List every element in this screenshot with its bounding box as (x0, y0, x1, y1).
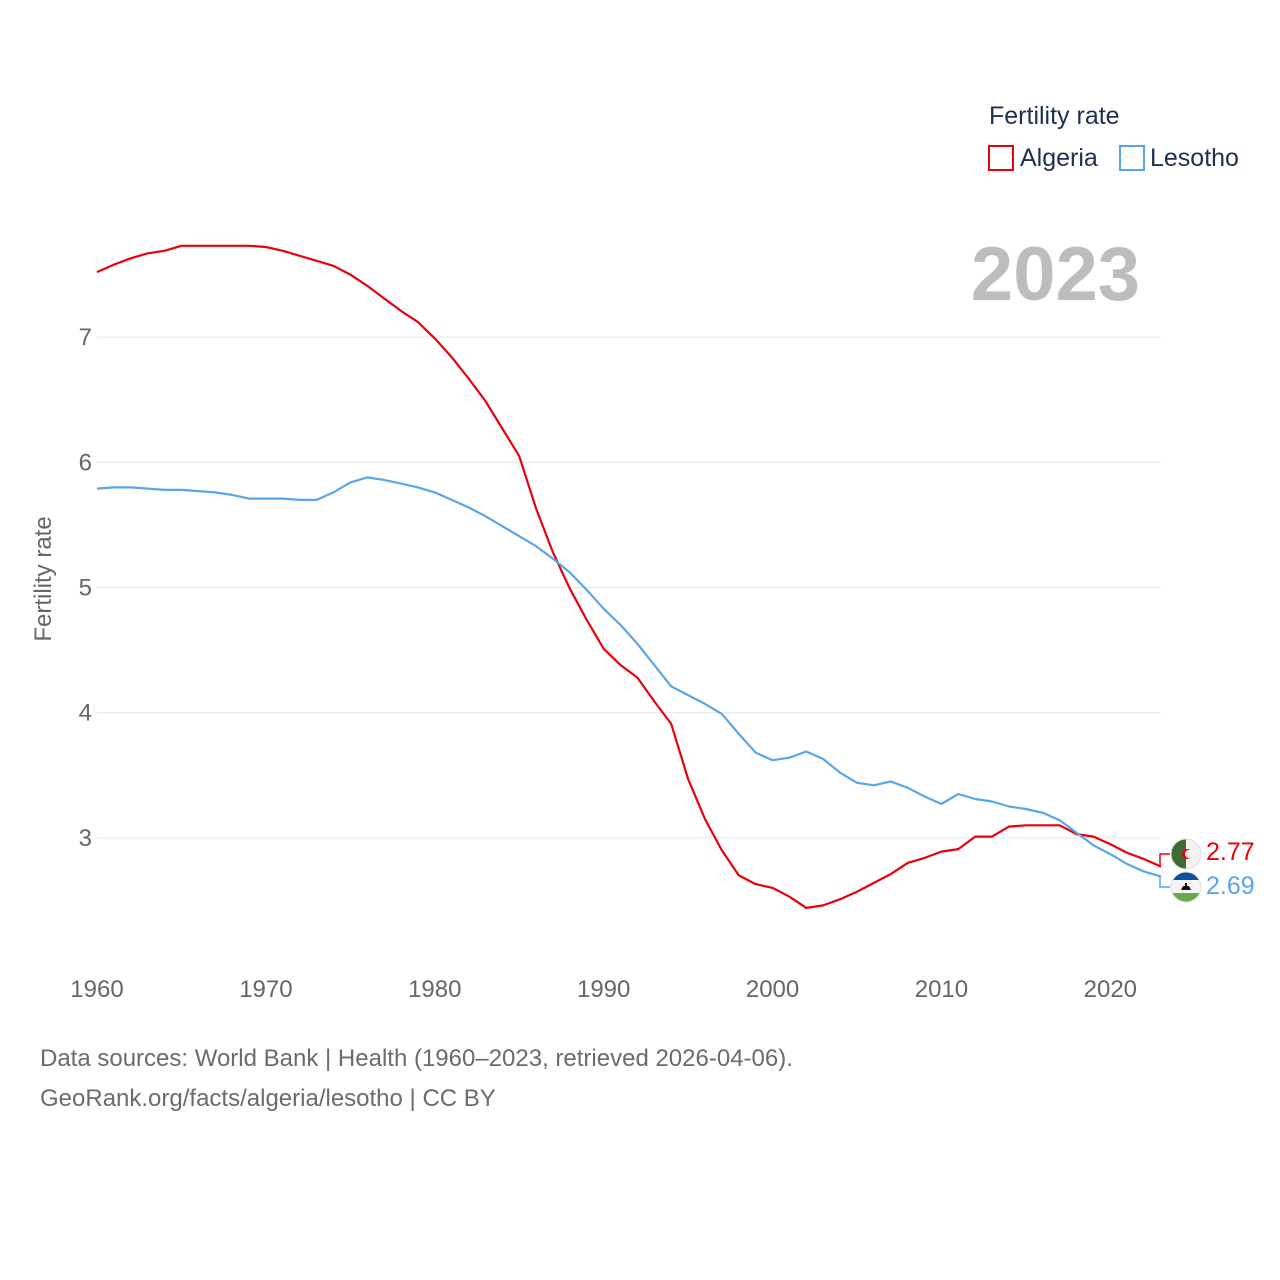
legend-item-algeria[interactable]: Algeria (988, 144, 1098, 172)
series-line-lesotho[interactable] (96, 476, 1162, 878)
y-axis-title: Fertility rate (30, 516, 57, 641)
gridlines (97, 336, 1161, 839)
end-value-algeria: 2.77 (1206, 838, 1255, 866)
x-tick-label-1960: 1960 (70, 976, 123, 1003)
end-value-lesotho: 2.69 (1206, 872, 1255, 900)
attribution-link[interactable]: GeoRank.org/facts/algeria/lesotho | CC B… (40, 1085, 496, 1112)
year-label: 2023 (971, 232, 1140, 317)
x-tick-label-1970: 1970 (239, 976, 292, 1003)
legend-title: Fertility rate (989, 102, 1120, 130)
y-tick-label-3: 3 (79, 825, 92, 852)
legend-label-lesotho: Lesotho (1150, 144, 1239, 172)
end-connector-algeria (1159, 853, 1170, 866)
end-marker-lesotho: 2.69 (1159, 871, 1255, 903)
y-tick-label-6: 6 (79, 449, 92, 476)
legend-swatch-lesotho (1119, 145, 1145, 171)
lesotho-flag-icon (1171, 872, 1201, 902)
x-tick-label-2000: 2000 (746, 976, 799, 1003)
x-tick-label-2010: 2010 (915, 976, 968, 1003)
y-tick-label-5: 5 (79, 575, 92, 602)
series-line-algeria[interactable] (96, 244, 1162, 909)
y-tick-label-4: 4 (79, 700, 92, 727)
y-axis-ticks: 3 4 5 6 7 (79, 324, 92, 852)
legend: Fertility rate Algeria Lesotho (988, 102, 1239, 172)
x-axis-ticks: 1960 1970 1980 1990 2000 2010 2020 (70, 976, 1137, 1003)
series-lines (96, 244, 1162, 909)
end-marker-algeria: 2.77 (1159, 838, 1255, 870)
legend-item-lesotho[interactable]: Lesotho (1119, 144, 1239, 172)
x-tick-label-1980: 1980 (408, 976, 461, 1003)
data-source-note: Data sources: World Bank | Health (1960–… (40, 1045, 793, 1072)
x-tick-label-2020: 2020 (1084, 976, 1137, 1003)
algeria-flag-icon (1171, 839, 1201, 869)
legend-swatch-algeria (988, 145, 1014, 171)
y-tick-label-7: 7 (79, 324, 92, 351)
x-tick-label-1990: 1990 (577, 976, 630, 1003)
end-connector-lesotho (1159, 876, 1170, 888)
legend-label-algeria: Algeria (1020, 144, 1098, 172)
